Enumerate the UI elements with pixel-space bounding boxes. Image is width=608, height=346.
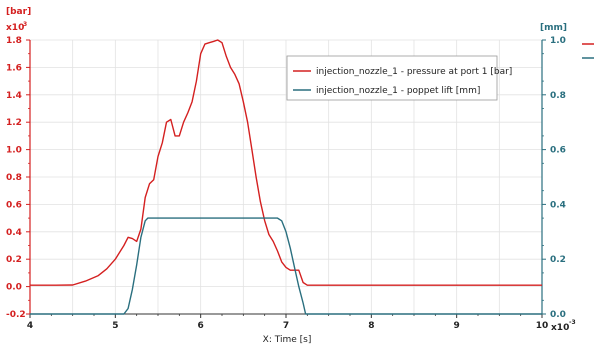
left-tick-label: 0.8 [6,173,22,183]
x-axis-exponent-label: x10 [551,323,569,333]
left-tick-label: 0.2 [6,255,22,265]
left-tick-label: 1.6 [6,63,22,73]
right-tick-label: 0.2 [550,255,566,265]
left-axis-exponent-label: x10 [6,23,24,33]
x-tick-label: 5 [112,321,118,331]
legend-label-poppet-lift: injection_nozzle_1 - poppet lift [mm] [316,86,480,96]
left-axis-exponent: 3 [23,21,27,28]
series-line-poppet-lift [30,217,542,315]
right-tick-label: 0.8 [550,91,566,101]
x-tick-label: 8 [368,321,374,331]
left-tick-label: -0.2 [6,310,26,320]
right-tick-label: 1.0 [550,36,566,46]
right-tick-label: 0.4 [550,200,566,210]
right-axis-unit: [mm] [540,23,567,33]
x-tick-label: 9 [454,321,460,331]
legend-box [286,55,498,101]
legend: injection_nozzle_1 - pressure at port 1 … [286,55,512,101]
series-line-pressure [30,39,542,286]
series-layer [30,39,542,315]
left-tick-label: 0.0 [6,283,22,293]
x-tick-label: 4 [27,321,33,331]
left-axis-unit: [bar] [6,7,31,17]
x-tick-label: 7 [283,321,289,331]
left-tick-label: 1.0 [6,146,22,156]
x-axis-title: X: Time [s] [263,335,312,345]
left-tick-label: 0.4 [6,228,22,238]
left-tick-label: 1.2 [6,118,22,128]
right-tick-label: 0.0 [550,310,566,320]
x-tick-label: 10 [536,321,549,331]
x-axis-exponent: -3 [569,319,576,326]
x-tick-label: 6 [198,321,204,331]
left-tick-label: 1.4 [6,91,22,101]
left-tick-label: 0.6 [6,200,22,210]
legend-label-pressure: injection_nozzle_1 - pressure at port 1 … [316,67,512,77]
right-tick-label: 0.6 [550,146,566,156]
left-tick-label: 1.8 [6,36,22,46]
